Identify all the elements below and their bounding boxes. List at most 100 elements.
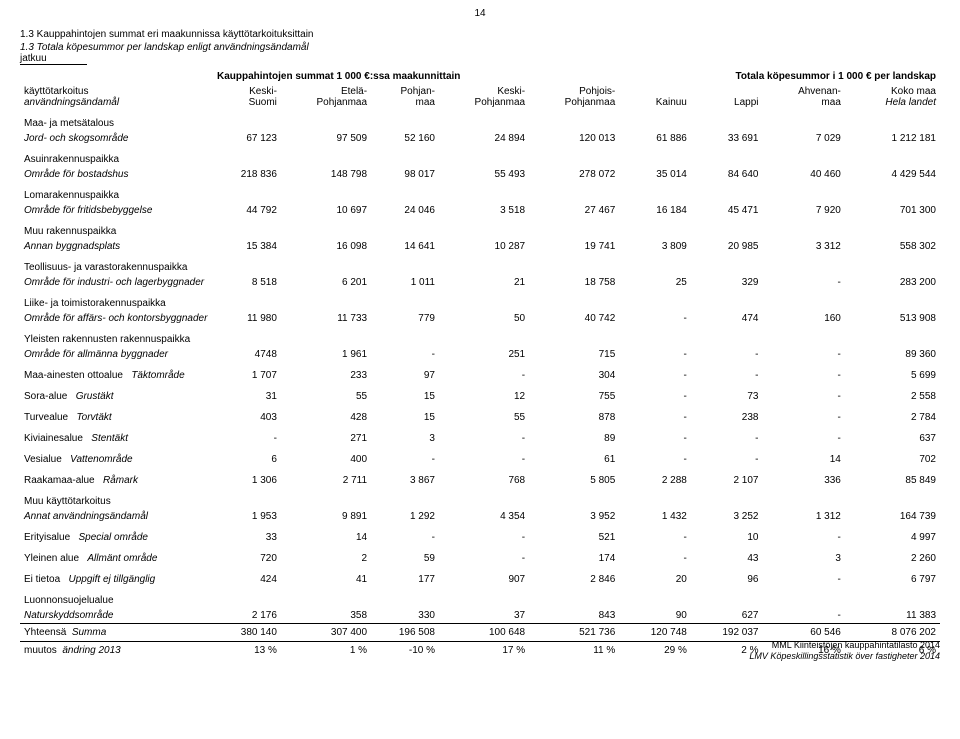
col-header-l1: Koko maa bbox=[849, 86, 936, 97]
table-cell: 4748 bbox=[213, 347, 281, 362]
table-cell: 97 509 bbox=[281, 131, 371, 146]
table-cell: 12 bbox=[439, 383, 529, 404]
table-cell: 73 bbox=[691, 383, 763, 404]
table-cell: 428 bbox=[281, 404, 371, 425]
table-cell: 1 % bbox=[281, 642, 371, 659]
table-cell: 27 467 bbox=[529, 203, 619, 218]
table-cell: 19 741 bbox=[529, 239, 619, 254]
table-row: Maa-ainesten ottoalue Täktområde1 707233… bbox=[20, 362, 940, 383]
table-cell: 907 bbox=[439, 566, 529, 587]
table-cell: 192 037 bbox=[691, 624, 763, 642]
table-row: Yleisten rakennusten rakennuspaikka bbox=[20, 326, 940, 347]
table-cell: 196 508 bbox=[371, 624, 439, 642]
table-cell: 2 784 bbox=[845, 404, 940, 425]
table-cell: - bbox=[371, 347, 439, 362]
table-cell: - bbox=[371, 446, 439, 467]
table-cell: 10 bbox=[691, 524, 763, 545]
table-cell: - bbox=[762, 383, 844, 404]
col-header: Pohjois-Pohjanmaa bbox=[529, 84, 619, 110]
col-header-l1: Etelä- bbox=[285, 86, 367, 97]
table-cell: 7 029 bbox=[762, 131, 844, 146]
table-cell: 3 809 bbox=[619, 239, 691, 254]
table-cell: 3 518 bbox=[439, 203, 529, 218]
table-cell: 120 013 bbox=[529, 131, 619, 146]
table-cell: - bbox=[439, 545, 529, 566]
table-cell: - bbox=[619, 311, 691, 326]
table-cell: - bbox=[213, 425, 281, 446]
table-cell: 6 201 bbox=[281, 275, 371, 290]
table-cell: 13 % bbox=[213, 642, 281, 659]
table-cell: 7 920 bbox=[762, 203, 844, 218]
row-label: Område för affärs- och kontorsbyggnader bbox=[20, 311, 213, 326]
table-cell: - bbox=[619, 446, 691, 467]
table-cell: - bbox=[762, 425, 844, 446]
rowhead-sv: användningsändamål bbox=[24, 97, 209, 108]
super-header-left: Kauppahintojen summat 1 000 €:ssa maakun… bbox=[213, 69, 619, 84]
col-header: Etelä-Pohjanmaa bbox=[281, 84, 371, 110]
table-cell: 1 961 bbox=[281, 347, 371, 362]
table-cell: - bbox=[762, 347, 844, 362]
row-label: Jord- och skogsområde bbox=[20, 131, 213, 146]
page-number: 14 bbox=[20, 8, 940, 19]
table-cell: 4 429 544 bbox=[845, 167, 940, 182]
table-cell: 768 bbox=[439, 467, 529, 488]
table-cell: 271 bbox=[281, 425, 371, 446]
table-cell: - bbox=[762, 275, 844, 290]
table-cell: 380 140 bbox=[213, 624, 281, 642]
footer: MML Kiinteistöjen kauppahintatilasto 201… bbox=[749, 640, 940, 662]
table-row: Lomarakennuspaikka bbox=[20, 182, 940, 203]
table-cell: 278 072 bbox=[529, 167, 619, 182]
table-cell: - bbox=[619, 425, 691, 446]
table-cell: 18 758 bbox=[529, 275, 619, 290]
rowhead-fi: käyttötarkoitus bbox=[24, 86, 209, 97]
row-label: Yhteensä Summa bbox=[20, 624, 213, 642]
table-cell: - bbox=[762, 404, 844, 425]
table-cell: 52 160 bbox=[371, 131, 439, 146]
table-cell: 89 360 bbox=[845, 347, 940, 362]
table-cell: - bbox=[371, 524, 439, 545]
table-cell: 40 742 bbox=[529, 311, 619, 326]
table-cell: 1 953 bbox=[213, 509, 281, 524]
footer-line-1: MML Kiinteistöjen kauppahintatilasto 201… bbox=[749, 640, 940, 651]
table-cell: 358 bbox=[281, 608, 371, 624]
table-cell: 283 200 bbox=[845, 275, 940, 290]
row-label: Turvealue Torvtäkt bbox=[20, 404, 213, 425]
table-cell: 98 017 bbox=[371, 167, 439, 182]
table-cell: 304 bbox=[529, 362, 619, 383]
table-cell: 55 bbox=[281, 383, 371, 404]
table-cell: - bbox=[439, 446, 529, 467]
row-label-fi: Liike- ja toimistorakennuspaikka bbox=[20, 290, 213, 311]
table-cell: 474 bbox=[691, 311, 763, 326]
table-cell: 90 bbox=[619, 608, 691, 624]
table-cell: 55 bbox=[439, 404, 529, 425]
table-cell: 45 471 bbox=[691, 203, 763, 218]
table-cell: 24 894 bbox=[439, 131, 529, 146]
table-cell: 24 046 bbox=[371, 203, 439, 218]
heading-fi: 1.3 Kauppahintojen summat eri maakunniss… bbox=[20, 29, 940, 40]
table-cell: 20 bbox=[619, 566, 691, 587]
table-cell: 779 bbox=[371, 311, 439, 326]
table-cell: 330 bbox=[371, 608, 439, 624]
table-cell: 4 997 bbox=[845, 524, 940, 545]
col-header-l1: Ahvenan- bbox=[766, 86, 840, 97]
col-header-l2: maa bbox=[766, 97, 840, 108]
row-label: Område för fritidsbebyggelse bbox=[20, 203, 213, 218]
row-label: Annan byggnadsplats bbox=[20, 239, 213, 254]
table-cell: 878 bbox=[529, 404, 619, 425]
table-row: Teollisuus- ja varastorakennuspaikka bbox=[20, 254, 940, 275]
table-row: Område för fritidsbebyggelse44 79210 697… bbox=[20, 203, 940, 218]
table-cell: 15 bbox=[371, 383, 439, 404]
table-cell: 10 287 bbox=[439, 239, 529, 254]
row-label-fi: Maa- ja metsätalous bbox=[20, 110, 213, 131]
table-cell: - bbox=[762, 566, 844, 587]
table-row: Område för affärs- och kontorsbyggnader1… bbox=[20, 311, 940, 326]
table-cell: - bbox=[691, 347, 763, 362]
table-cell: 701 300 bbox=[845, 203, 940, 218]
table-cell: - bbox=[762, 608, 844, 624]
table-cell: 148 798 bbox=[281, 167, 371, 182]
col-header: Keski-Pohjanmaa bbox=[439, 84, 529, 110]
table-cell: 20 985 bbox=[691, 239, 763, 254]
row-label: Maa-ainesten ottoalue Täktområde bbox=[20, 362, 213, 383]
row-label: Område för bostadshus bbox=[20, 167, 213, 182]
table-row: Luonnonsuojelualue bbox=[20, 587, 940, 608]
